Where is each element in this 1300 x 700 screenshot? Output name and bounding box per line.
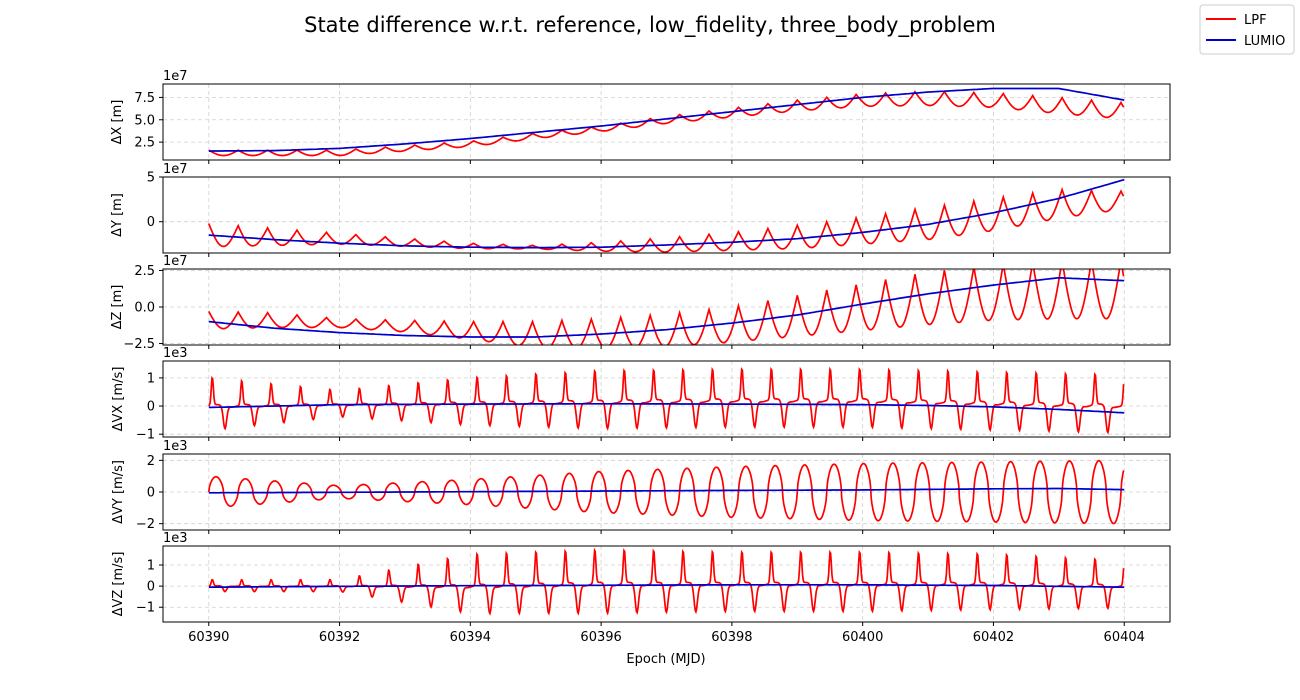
y-axis-label-5: ΔVZ [m/s] [111, 552, 126, 617]
y-tick-label-1: 0 [147, 580, 155, 595]
y-tick-label-2: 2 [147, 454, 155, 469]
axis-multiplier-1: 1e7 [163, 162, 188, 177]
panels: 2.5 5.0 7.5 1e7 ΔX [m] 0 5 1e7 ΔY [m] −2.5 0.0 2.5 1… [110, 69, 1171, 645]
axis-multiplier-0: 1e7 [163, 69, 188, 84]
series-lumio-2 [208, 276, 1125, 338]
series-lumio-3 [208, 402, 1125, 414]
y-tick-label-2: 7.5 [134, 91, 155, 106]
y-tick-label-2: 1 [147, 371, 155, 386]
x-tick-label-7: 60404 [1104, 630, 1145, 645]
y-tick-label-1: 5 [147, 171, 155, 186]
legend: LPF LUMIO [1199, 4, 1295, 55]
x-tick-label-4: 60398 [711, 630, 752, 645]
series-lpf-5 [208, 547, 1125, 616]
y-axis-label-0: ΔX [m] [110, 100, 125, 145]
panel-4: −2 0 2 1e3 ΔVY [m/s] [111, 439, 1171, 534]
series-lpf-2 [208, 269, 1125, 345]
x-tick-label-2: 60394 [450, 630, 491, 645]
x-tick-label-0: 60390 [188, 630, 229, 645]
series-lpf-4 [207, 459, 1125, 525]
axis-multiplier-4: 1e3 [163, 439, 188, 454]
panel-1: 0 5 1e7 ΔY [m] [110, 162, 1171, 257]
y-axis-label-2: ΔZ [m] [110, 285, 125, 330]
axes-frame-3 [162, 360, 1171, 438]
y-tick-label-0: −1 [136, 428, 155, 443]
y-tick-label-0: −2.5 [123, 337, 155, 352]
legend-frame [1199, 4, 1295, 55]
y-tick-label-0: 2.5 [134, 136, 155, 151]
y-axis-label-4: ΔVY [m/s] [111, 460, 126, 524]
panel-2: −2.5 0.0 2.5 1e7 ΔZ [m] [110, 254, 1171, 352]
chart-title: State difference w.r.t. reference, low_f… [304, 13, 996, 38]
y-axis-label-1: ΔY [m] [110, 193, 125, 237]
series-lumio-1 [208, 178, 1125, 249]
y-tick-label-1: 0.0 [134, 301, 155, 316]
x-tick-label-1: 60392 [319, 630, 360, 645]
axes-frame-0 [162, 83, 1171, 161]
y-tick-label-0: 0 [147, 215, 155, 230]
series-lumio-5 [208, 583, 1125, 589]
axes-frame-5 [162, 545, 1171, 623]
axis-multiplier-2: 1e7 [163, 254, 188, 269]
series-lumio-4 [208, 487, 1125, 494]
y-tick-label-1: 5.0 [134, 113, 155, 128]
x-axis-label: Epoch (MJD) [626, 652, 705, 667]
legend-label-lpf: LPF [1244, 13, 1267, 28]
x-tick-label-5: 60400 [842, 630, 883, 645]
y-tick-label-1: 0 [147, 400, 155, 415]
y-tick-label-0: −1 [136, 601, 155, 616]
panel-0: 2.5 5.0 7.5 1e7 ΔX [m] [110, 69, 1171, 164]
y-tick-label-2: 1 [147, 559, 155, 574]
axis-multiplier-5: 1e3 [163, 531, 188, 546]
y-tick-label-2: 2.5 [134, 264, 155, 279]
series-lumio-0 [208, 87, 1125, 152]
legend-label-lumio: LUMIO [1244, 34, 1285, 49]
x-tick-label-6: 60402 [973, 630, 1014, 645]
panel-3: −1 0 1 1e3 ΔVX [m/s] [111, 346, 1171, 443]
y-tick-label-0: −2 [136, 517, 155, 532]
series-lpf-3 [208, 366, 1125, 435]
series-lpf-1 [207, 186, 1125, 253]
series-lpf-0 [208, 90, 1125, 157]
axes-frame-1 [162, 176, 1171, 254]
y-tick-label-1: 0 [147, 486, 155, 501]
y-axis-label-3: ΔVX [m/s] [111, 367, 126, 432]
axis-multiplier-3: 1e3 [163, 346, 188, 361]
x-tick-label-3: 60396 [580, 630, 621, 645]
panel-5: −1 0 1 60390 60392 60394 60396 60398 60400 60402 6… [111, 531, 1171, 645]
